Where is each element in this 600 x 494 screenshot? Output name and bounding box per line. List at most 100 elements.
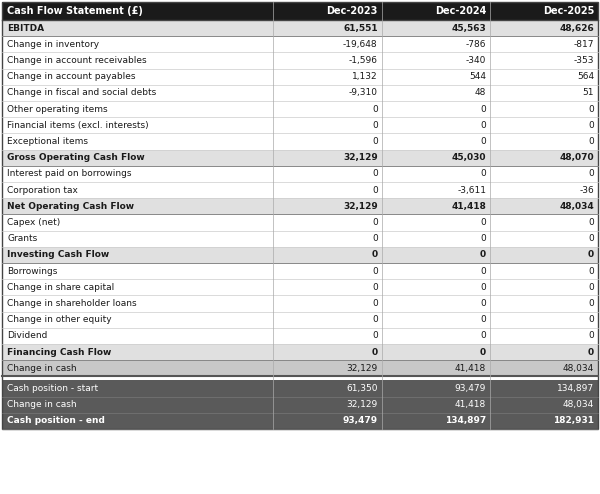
Bar (2, 52, 273, 69)
Text: 32,129: 32,129 (343, 202, 377, 211)
Bar (2, 279, 273, 295)
Bar (382, 247, 490, 263)
Text: Change in fiscal and social debts: Change in fiscal and social debts (7, 88, 156, 97)
Bar (2, 2, 598, 429)
Bar (273, 344, 382, 360)
Bar (490, 295, 598, 312)
Bar (490, 117, 598, 133)
Bar (273, 101, 382, 117)
Text: Change in shareholder loans: Change in shareholder loans (7, 299, 137, 308)
Text: 0: 0 (481, 105, 486, 114)
Bar (273, 150, 382, 166)
Bar (490, 166, 598, 182)
Text: 0: 0 (480, 250, 486, 259)
Bar (273, 413, 382, 429)
Bar (382, 182, 490, 198)
Bar (273, 117, 382, 133)
Bar (382, 344, 490, 360)
Text: 0: 0 (588, 218, 594, 227)
Text: 0: 0 (372, 331, 377, 340)
Bar (382, 380, 490, 397)
Bar (490, 247, 598, 263)
Text: 544: 544 (469, 72, 486, 81)
Text: 0: 0 (588, 267, 594, 276)
Text: -19,648: -19,648 (343, 40, 377, 49)
Text: 48,034: 48,034 (563, 400, 594, 409)
Bar (490, 397, 598, 413)
Text: 0: 0 (588, 169, 594, 178)
Bar (2, 198, 273, 214)
Bar (490, 263, 598, 279)
Bar (490, 344, 598, 360)
Bar (490, 279, 598, 295)
Text: 0: 0 (372, 315, 377, 324)
Text: -340: -340 (466, 56, 486, 65)
Bar (2, 182, 273, 198)
Text: 0: 0 (588, 331, 594, 340)
Text: Change in other equity: Change in other equity (7, 315, 112, 324)
Bar (490, 52, 598, 69)
Text: Dec-2023: Dec-2023 (326, 6, 377, 16)
Text: 61,551: 61,551 (343, 24, 377, 33)
Bar (273, 279, 382, 295)
Bar (2, 397, 273, 413)
Text: 0: 0 (372, 283, 377, 292)
Bar (490, 380, 598, 397)
Bar (490, 198, 598, 214)
Text: 0: 0 (588, 299, 594, 308)
Text: -3,611: -3,611 (457, 186, 486, 195)
Bar (273, 20, 382, 36)
Bar (490, 101, 598, 117)
Bar (273, 198, 382, 214)
Text: 0: 0 (588, 137, 594, 146)
Bar (273, 69, 382, 85)
Text: 0: 0 (481, 315, 486, 324)
Text: 0: 0 (371, 348, 377, 357)
Bar (2, 380, 273, 397)
Bar (490, 312, 598, 328)
Bar (273, 133, 382, 150)
Bar (273, 2, 382, 20)
Bar (382, 198, 490, 214)
Bar (2, 20, 273, 36)
Text: Exceptional items: Exceptional items (7, 137, 88, 146)
Text: Corporation tax: Corporation tax (7, 186, 78, 195)
Text: 0: 0 (372, 105, 377, 114)
Bar (273, 360, 382, 376)
Text: 0: 0 (372, 186, 377, 195)
Bar (382, 279, 490, 295)
Text: EBITDA: EBITDA (7, 24, 44, 33)
Text: Financial items (excl. interests): Financial items (excl. interests) (7, 121, 149, 130)
Bar (382, 101, 490, 117)
Text: 134,897: 134,897 (445, 416, 486, 425)
Bar (2, 150, 273, 166)
Text: 0: 0 (588, 121, 594, 130)
Text: 0: 0 (372, 234, 377, 243)
Bar (273, 295, 382, 312)
Text: Dec-2024: Dec-2024 (435, 6, 486, 16)
Bar (490, 69, 598, 85)
Bar (490, 413, 598, 429)
Bar (273, 182, 382, 198)
Text: 182,931: 182,931 (553, 416, 594, 425)
Bar (382, 52, 490, 69)
Bar (490, 36, 598, 52)
Text: Net Operating Cash Flow: Net Operating Cash Flow (7, 202, 134, 211)
Bar (382, 36, 490, 52)
Text: 48: 48 (475, 88, 486, 97)
Text: Dec-2025: Dec-2025 (542, 6, 594, 16)
Bar (490, 214, 598, 231)
Bar (490, 231, 598, 247)
Text: Change in inventory: Change in inventory (7, 40, 99, 49)
Text: Change in account receivables: Change in account receivables (7, 56, 146, 65)
Text: 0: 0 (588, 283, 594, 292)
Bar (273, 52, 382, 69)
Bar (2, 247, 273, 263)
Bar (382, 413, 490, 429)
Bar (273, 214, 382, 231)
Bar (2, 133, 273, 150)
Bar (490, 133, 598, 150)
Bar (382, 295, 490, 312)
Bar (273, 263, 382, 279)
Text: Other operating items: Other operating items (7, 105, 107, 114)
